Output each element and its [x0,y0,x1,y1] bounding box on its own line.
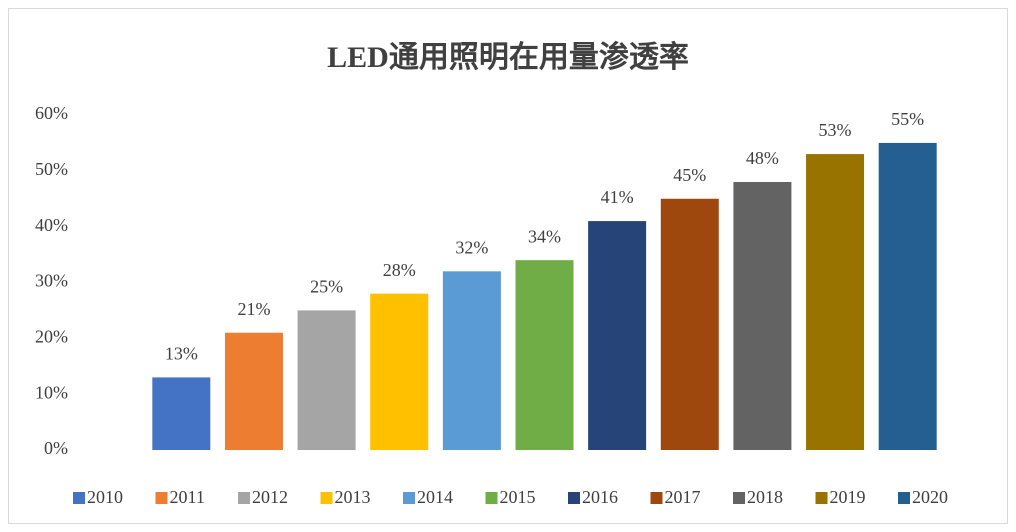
legend-swatch [815,492,828,504]
y-tick-label: 30% [35,271,68,291]
data-label: 34% [528,226,561,246]
legend-label: 2019 [830,487,866,507]
data-label: 32% [455,237,488,257]
data-label: 45% [673,165,706,185]
bar [588,221,647,450]
legend-swatch [568,492,580,504]
chart-title: LED通用照明在用量渗透率 [327,41,689,74]
bar [152,377,211,450]
data-label: 53% [819,120,852,140]
legend-label: 2014 [417,487,453,507]
legend-label: 2015 [500,487,536,507]
data-label: 55% [891,109,924,129]
legend-swatch [73,492,85,504]
legend-label: 2016 [582,487,618,507]
bar [515,260,574,450]
legend-swatch [155,492,168,504]
data-label: 41% [601,187,634,207]
bar [224,332,283,450]
legend-swatch [733,492,745,504]
legend-label: 2010 [87,487,123,507]
bar [806,154,865,451]
legend-label: 2011 [170,487,205,507]
legend-swatch [320,492,333,504]
data-label: 21% [237,299,270,319]
legend-swatch [238,492,250,504]
legend-label: 2020 [912,487,948,507]
legend-swatch [898,492,910,504]
legend-swatch [650,492,663,504]
y-tick-label: 20% [35,326,68,346]
bar [878,142,937,450]
data-label: 25% [310,277,343,297]
legend-swatch [485,492,498,504]
bar [442,271,501,450]
bar [297,310,356,450]
data-label: 28% [383,260,416,280]
legend-label: 2017 [665,487,701,507]
legend-swatch [403,492,415,504]
data-label: 13% [165,344,198,364]
y-tick-label: 40% [35,215,68,235]
bar [733,182,792,450]
data-label: 48% [746,148,779,168]
y-tick-label: 10% [35,382,68,402]
y-tick-label: 50% [35,159,68,179]
y-tick-label: 60% [35,103,68,123]
y-tick-label: 0% [44,438,68,458]
legend-label: 2013 [335,487,371,507]
bar [660,198,719,450]
bar [370,293,429,450]
legend-label: 2012 [252,487,288,507]
legend-label: 2018 [747,487,783,507]
